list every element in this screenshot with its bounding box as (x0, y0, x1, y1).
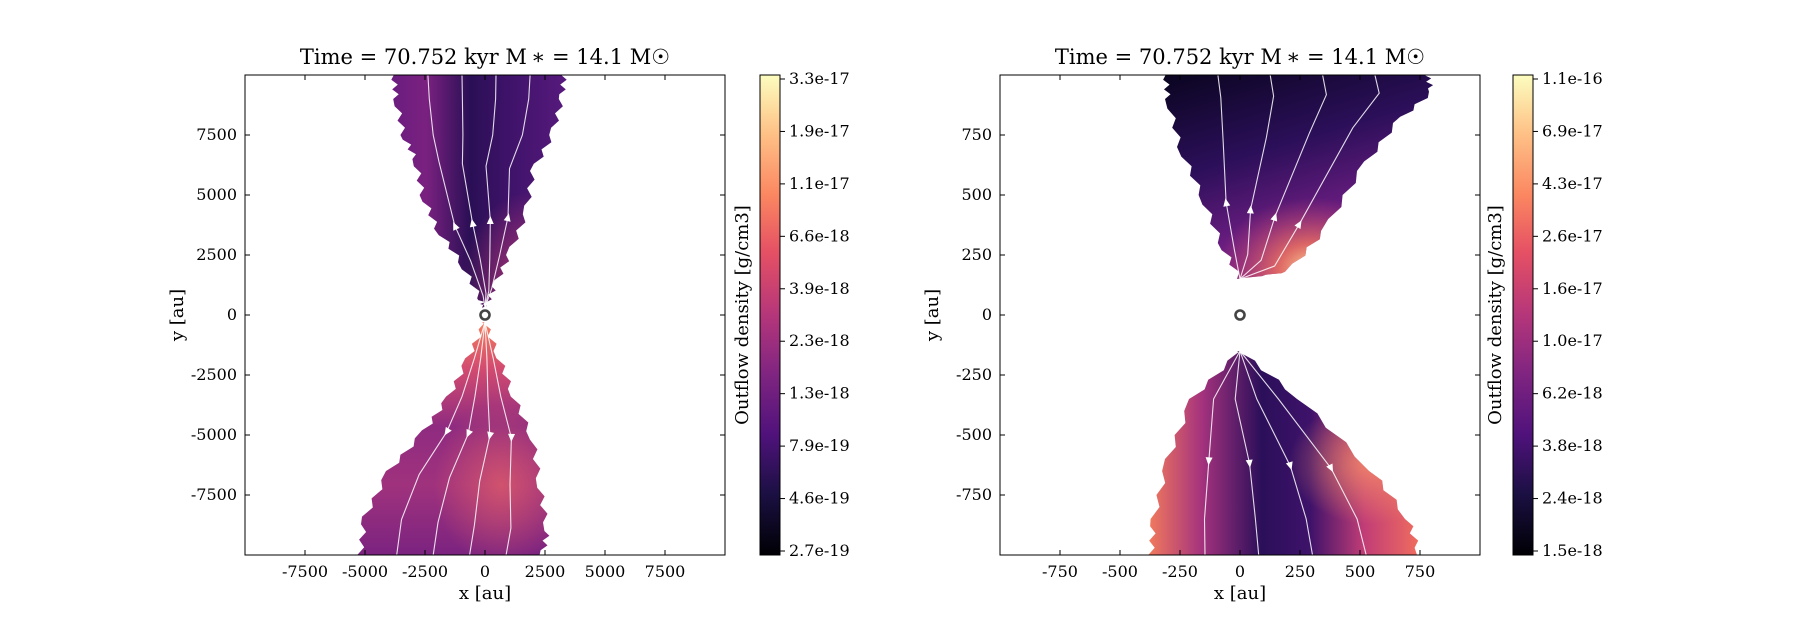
colorbar-tick-label: 1.0e-17 (1542, 331, 1603, 350)
streamline-arrow (508, 433, 516, 442)
colorbar-tick-label: 4.3e-17 (1542, 174, 1603, 193)
colorbar-tick-label: 6.6e-18 (789, 226, 850, 245)
star-marker (1234, 309, 1246, 321)
colorbar-tick-label: 6.2e-18 (1542, 384, 1603, 403)
y-tick-label: 7500 (196, 125, 237, 144)
x-tick-label: -2500 (402, 562, 448, 581)
colorbar-tick-label: 3.8e-18 (1542, 436, 1603, 455)
right-panel: -750 -500 -250 0 250 500 750 750 500 250 0 -250 -500… (922, 45, 1603, 604)
streamline (484, 75, 497, 308)
y-tick-label: -750 (956, 485, 992, 504)
x-tick-label: 0 (1235, 562, 1245, 581)
y-axis-label: y [au] (922, 289, 943, 342)
streamline-arrow (453, 222, 460, 231)
x-tick-label: -7500 (282, 562, 328, 581)
streamline (1239, 75, 1275, 280)
colorbar-tick-label: 4.6e-19 (789, 489, 850, 508)
colorbar-tick-label: 1.1e-16 (1542, 69, 1603, 88)
colorbar-tick-label: 7.9e-19 (789, 436, 850, 455)
streamline-arrow (1205, 457, 1213, 466)
colorbar-tick-label: 1.5e-18 (1542, 541, 1603, 560)
y-tick-label: -5000 (191, 425, 237, 444)
x-tick-label: 5000 (585, 562, 626, 581)
plot-area (245, 75, 725, 555)
y-tick-label: 250 (961, 245, 992, 264)
colorbar-tick-label: 1.6e-17 (1542, 279, 1603, 298)
chart-title: Time = 70.752 kyr M ∗ = 14.1 M☉ (300, 45, 670, 69)
streamline-arrow (1223, 198, 1231, 207)
streamline (1217, 75, 1241, 280)
colorbar-tick-label: 2.7e-19 (789, 541, 850, 560)
y-tick-label: 0 (227, 305, 237, 324)
streamline-arrow (466, 428, 473, 438)
x-tick-label: -5000 (342, 562, 388, 581)
y-tick-label: 2500 (196, 245, 237, 264)
x-tick-label: -750 (1042, 562, 1078, 581)
colorbar-frame (759, 74, 781, 556)
y-tick-label: -500 (956, 425, 992, 444)
streamline-arrow (1246, 205, 1254, 214)
plot-area (1000, 75, 1480, 555)
outflow-region-lower-outflow-glow (357, 322, 550, 555)
streamline (461, 75, 487, 308)
streamline-arrow (503, 213, 511, 222)
streamline-arrow (1245, 459, 1253, 468)
y-tick-label: 5000 (196, 185, 237, 204)
colorbar: 3.3e-17 1.9e-17 1.1e-17 6.6e-18 3.9e-18 2.3e-… (732, 69, 850, 560)
colorbar-tick-label: 2.6e-17 (1542, 226, 1603, 245)
x-tick-label: 0 (480, 562, 490, 581)
y-tick-label: 500 (961, 185, 992, 204)
colorbar-frame (1512, 74, 1534, 556)
x-tick-label: -500 (1102, 562, 1138, 581)
streamline-arrow (487, 431, 495, 440)
streamline (1239, 75, 1380, 280)
y-tick-label: -7500 (191, 485, 237, 504)
chart-title: Time = 70.752 kyr M ∗ = 14.1 M☉ (1055, 45, 1425, 69)
streamline-arrow (469, 218, 477, 228)
y-tick-label: -2500 (191, 365, 237, 384)
y-tick-label: -250 (956, 365, 992, 384)
colorbar-tick-label: 1.1e-17 (789, 174, 850, 193)
colorbar-gradient (1513, 75, 1533, 555)
streamline-arrow (1270, 212, 1278, 222)
streamline-arrow (1326, 463, 1334, 473)
colorbar-tick-label: 3.9e-18 (789, 279, 850, 298)
x-tick-label: 2500 (525, 562, 566, 581)
streamline (427, 75, 486, 308)
colorbar-tick-label: 6.9e-17 (1542, 121, 1603, 140)
x-tick-label: 250 (1285, 562, 1316, 581)
x-tick-label: 7500 (645, 562, 686, 581)
colorbar-tick-label: 1.3e-18 (789, 384, 850, 403)
x-tick-label: 500 (1345, 562, 1376, 581)
y-tick-label: 750 (961, 125, 992, 144)
y-tick-label: 0 (982, 305, 992, 324)
colorbar-tick-label: 3.3e-17 (789, 69, 850, 88)
colorbar-label: Outflow density [g/cm3] (1485, 205, 1506, 425)
colorbar-tick-label: 2.4e-18 (1542, 489, 1603, 508)
x-axis-label: x [au] (1214, 583, 1266, 604)
y-axis-label: y [au] (167, 289, 188, 342)
streamline-arrow (1294, 220, 1302, 230)
colorbar: 1.1e-16 6.9e-17 4.3e-17 2.6e-17 1.6e-17 1.0e-… (1485, 69, 1603, 560)
streamline (1239, 75, 1327, 280)
colorbar-gradient (760, 75, 780, 555)
colorbar-tick-label: 2.3e-18 (789, 331, 850, 350)
x-tick-label: -250 (1162, 562, 1198, 581)
colorbar-label: Outflow density [g/cm3] (732, 205, 753, 425)
x-axis-label: x [au] (459, 583, 511, 604)
streamline-arrow (1285, 461, 1293, 471)
star-marker (479, 309, 491, 321)
left-panel: -7500 -5000 -2500 0 2500 5000 7500 7500 5000 2500… (167, 45, 850, 604)
streamline-arrow (486, 216, 494, 225)
streamline (484, 75, 531, 308)
colorbar-tick-label: 1.9e-17 (789, 121, 850, 140)
streamline-arrow (444, 426, 452, 436)
x-tick-label: 750 (1405, 562, 1436, 581)
